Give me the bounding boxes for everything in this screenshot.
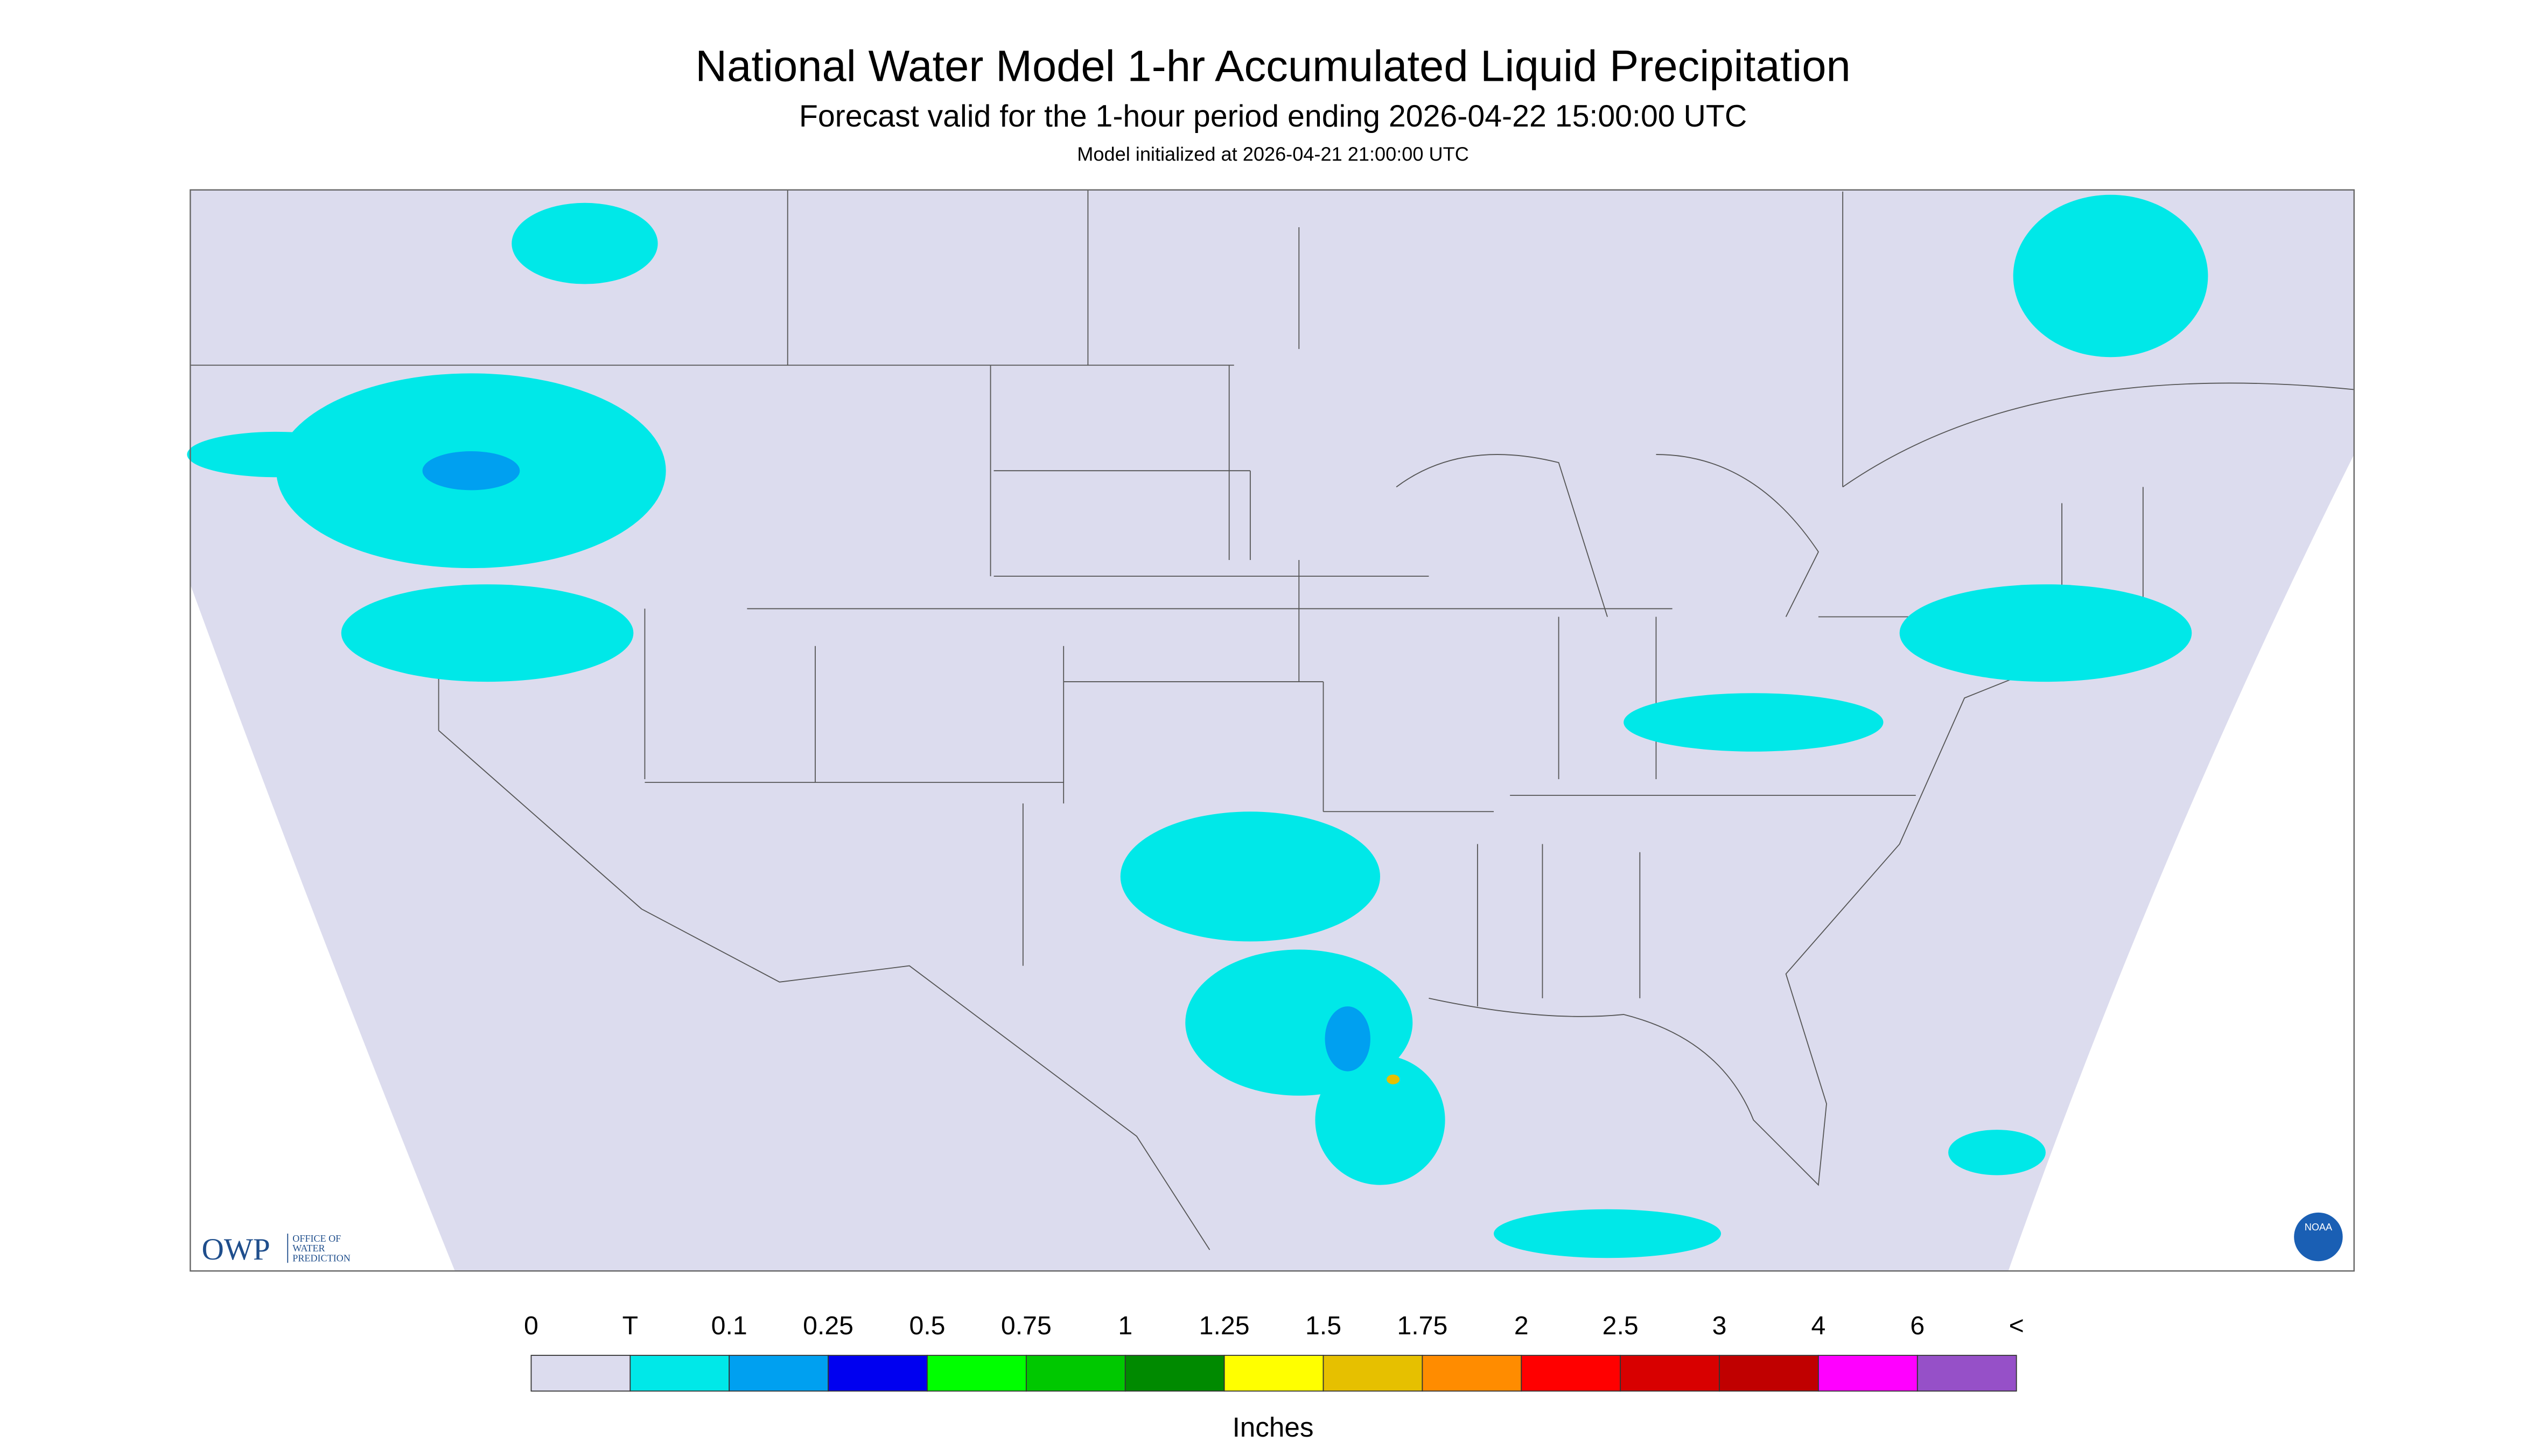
legend-label: 2.5 bbox=[1603, 1311, 1639, 1340]
legend-swatch bbox=[530, 1355, 631, 1392]
noaa-logo bbox=[2294, 1212, 2343, 1262]
legend-label: 1.75 bbox=[1397, 1311, 1447, 1340]
legend-swatch bbox=[729, 1355, 829, 1392]
legend-units: Inches bbox=[1233, 1412, 1314, 1443]
title: National Water Model 1-hr Accumulated Li… bbox=[695, 42, 1850, 91]
legend-label: 0.25 bbox=[803, 1311, 853, 1340]
map: OWP OFFICE OF WATER PREDICTION NOAA bbox=[187, 189, 2355, 1272]
legend-label: 1.5 bbox=[1305, 1311, 1341, 1340]
legend-swatch bbox=[1916, 1355, 2017, 1392]
domain bbox=[190, 190, 2354, 1271]
legend-label: 0 bbox=[524, 1311, 538, 1340]
legend-label: 6 bbox=[1910, 1311, 1925, 1340]
legend-swatch bbox=[1323, 1355, 1423, 1392]
map-frame bbox=[190, 189, 2355, 1272]
owp-line: OFFICE OF bbox=[292, 1233, 341, 1244]
legend-swatch bbox=[828, 1355, 928, 1392]
legend-swatch bbox=[927, 1355, 1027, 1392]
legend-swatch bbox=[1719, 1355, 1819, 1392]
legend-label: T bbox=[622, 1311, 638, 1340]
legend-label: 3 bbox=[1712, 1311, 1727, 1340]
legend: 0 T 0.1 0.25 0.5 0.75 1 1.25 1.5 1.75 2 2.5 3 4 6 < bbox=[524, 1311, 2024, 1392]
owp-line: WATER bbox=[292, 1243, 325, 1254]
borders bbox=[190, 190, 2354, 1250]
owp-line: PREDICTION bbox=[292, 1252, 350, 1263]
legend-swatch bbox=[1124, 1355, 1225, 1392]
legend-swatch bbox=[1422, 1355, 1522, 1392]
legend-label: 4 bbox=[1811, 1311, 1826, 1340]
legend-swatch bbox=[1025, 1355, 1126, 1392]
legend-swatch bbox=[1223, 1355, 1324, 1392]
precipitation bbox=[187, 194, 2208, 1258]
owp-abbr: OWP bbox=[201, 1233, 270, 1266]
init-time: Model initialized at 2026-04-21 21:00:00… bbox=[1077, 143, 1469, 165]
legend-label: 1.25 bbox=[1199, 1311, 1250, 1340]
legend-swatch bbox=[1521, 1355, 1621, 1392]
legend-label: 0.5 bbox=[909, 1311, 945, 1340]
legend-swatch bbox=[1620, 1355, 1720, 1392]
noaa-text: NOAA bbox=[2305, 1222, 2333, 1233]
legend-swatch bbox=[629, 1355, 730, 1392]
legend-label: 0.75 bbox=[1001, 1311, 1052, 1340]
subtitle: Forecast valid for the 1-hour period end… bbox=[799, 99, 1747, 134]
legend-label: < bbox=[2009, 1311, 2024, 1340]
legend-swatch bbox=[1818, 1355, 1918, 1392]
legend-label: 2 bbox=[1514, 1311, 1529, 1340]
legend-label: 1 bbox=[1118, 1311, 1132, 1340]
legend-label: 0.1 bbox=[711, 1311, 747, 1340]
